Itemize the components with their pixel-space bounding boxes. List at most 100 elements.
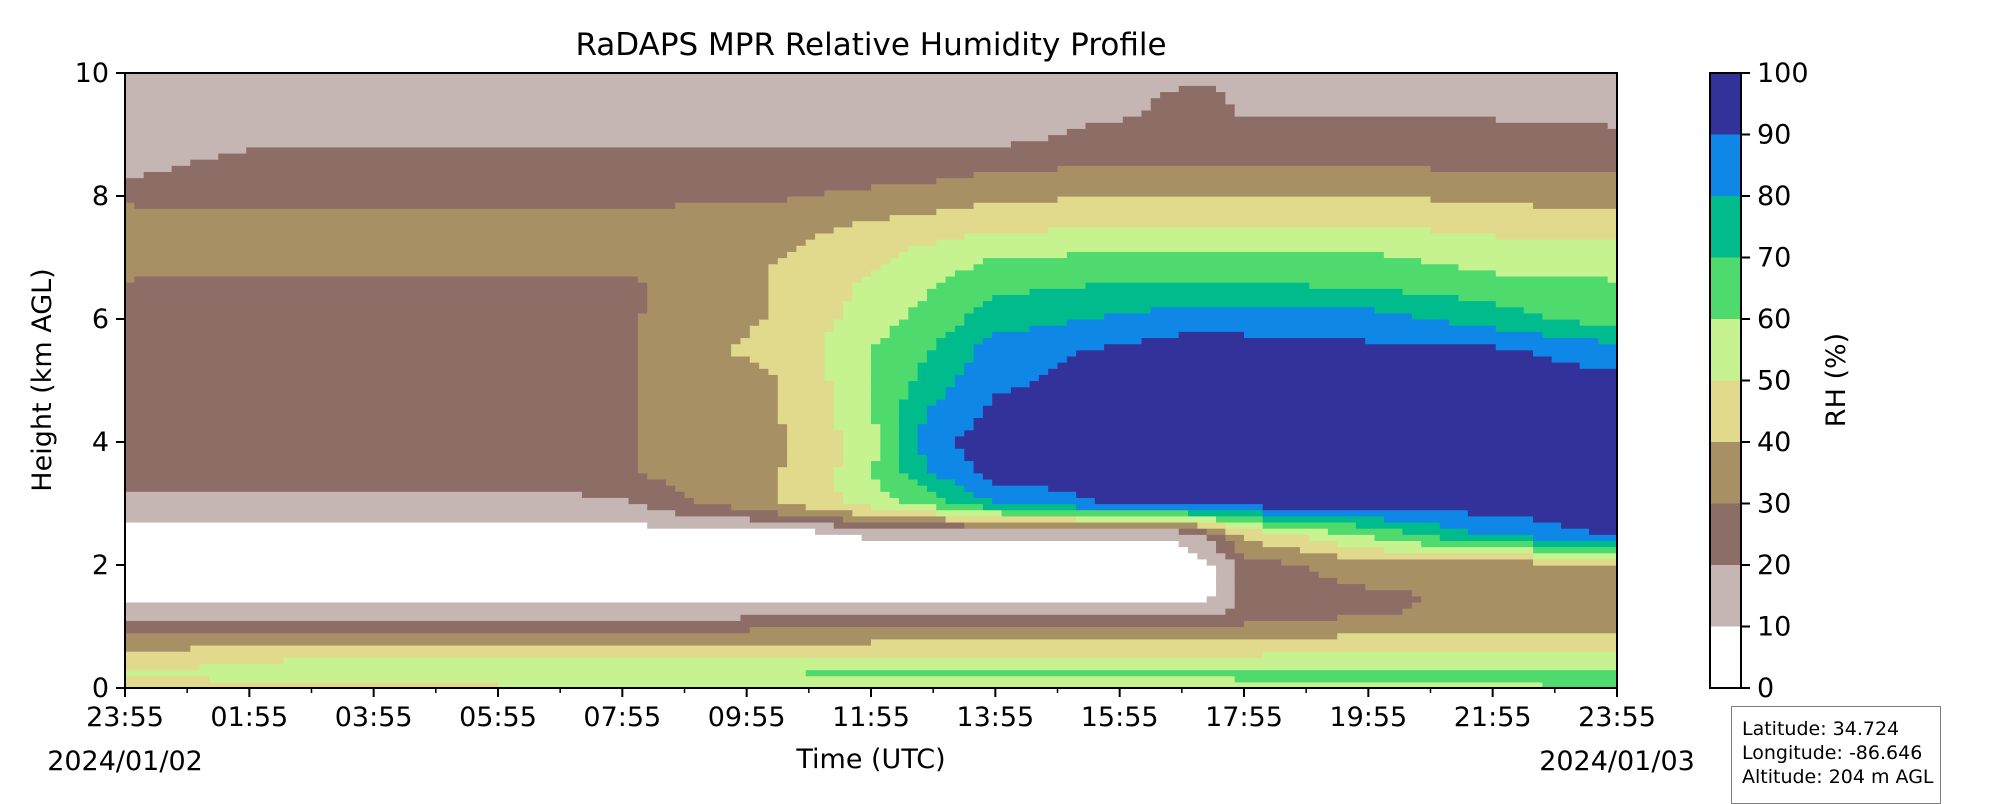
rh-cell — [982, 503, 1077, 511]
rh-cell — [777, 398, 835, 406]
x-tick-label: 09:55 — [708, 702, 786, 733]
rh-cell — [647, 288, 770, 295]
y-axis: 0 2 4 6 8 10 — [75, 58, 125, 704]
rh-cell — [992, 392, 1618, 400]
rh-cell — [125, 534, 863, 541]
rh-cell — [1365, 337, 1599, 345]
rh-cell — [1234, 565, 1310, 572]
rh-cell — [992, 497, 1096, 505]
rh-cell — [125, 362, 639, 369]
rh-cell — [1234, 601, 1413, 609]
rh-cell — [805, 669, 1618, 677]
rh-cell — [125, 275, 135, 283]
rh-cell — [871, 374, 919, 382]
x-tick-label: 23:55 — [86, 702, 164, 733]
rh-cell — [871, 472, 909, 480]
rh-cell — [973, 202, 1534, 209]
rh-cell — [1542, 681, 1618, 689]
rh-cell — [1234, 583, 1366, 591]
rh-cell — [1467, 528, 1590, 535]
rh-cell — [973, 460, 1618, 468]
rh-cell — [898, 423, 919, 431]
rh-cell — [1066, 355, 1553, 363]
rh-cell — [1411, 589, 1618, 597]
rh-cell — [871, 411, 900, 418]
rh-cell — [973, 417, 1618, 425]
rh-cell — [1057, 362, 1581, 369]
rh-cell — [964, 485, 1049, 492]
rh-cell — [871, 392, 909, 400]
rh-cell — [1542, 312, 1618, 320]
rh-cell — [125, 398, 639, 406]
rh-cell — [581, 491, 686, 498]
rh-cell — [199, 663, 1618, 671]
rh-cell — [637, 405, 779, 412]
x-tick-label: 19:55 — [1329, 702, 1407, 733]
colorbar-segment — [1710, 134, 1741, 196]
rh-cell — [637, 362, 760, 369]
rh-cell — [1085, 122, 1609, 129]
rh-cell — [871, 269, 956, 277]
rh-cell — [1048, 368, 1618, 375]
rh-cell — [134, 202, 676, 209]
rh-cell — [954, 435, 1618, 443]
rh-cell — [917, 435, 956, 443]
rh-cell — [125, 202, 135, 209]
start-date-label: 2024/01/02 — [47, 746, 203, 777]
rh-cell — [936, 472, 984, 480]
rh-cell — [1337, 614, 1618, 621]
rh-cell — [125, 355, 639, 363]
rh-cell — [749, 331, 825, 339]
rh-cell — [833, 521, 965, 529]
rh-cell — [1383, 546, 1534, 554]
rh-cell — [936, 398, 993, 406]
rh-cell — [1206, 558, 1236, 566]
rh-cell — [880, 442, 900, 449]
rh-cell — [1402, 528, 1469, 535]
rh-cell — [1122, 116, 1497, 123]
rh-cell — [898, 466, 928, 474]
rh-cell — [777, 466, 835, 474]
rh-cell — [1262, 540, 1338, 548]
rh-cell — [1216, 546, 1236, 554]
rh-cell — [843, 460, 872, 468]
rh-cell — [982, 300, 1497, 308]
rh-cell — [125, 257, 779, 265]
rh-cell — [768, 282, 853, 289]
rh-cell — [125, 294, 648, 302]
rh-cell — [1216, 583, 1236, 591]
rh-cell — [125, 521, 648, 529]
rh-cell — [125, 269, 770, 277]
rh-cell — [908, 380, 956, 388]
rh-cell — [777, 509, 853, 517]
rh-cell — [693, 497, 779, 505]
rh-cell — [787, 460, 844, 468]
rh-cell — [1234, 546, 1301, 554]
rh-cell — [898, 411, 928, 418]
rh-cell — [1365, 583, 1618, 591]
rh-cell — [1244, 620, 1618, 628]
rh-cell — [125, 226, 835, 234]
rh-cell — [824, 374, 872, 382]
rh-cell — [908, 386, 947, 394]
rh-cell — [125, 319, 639, 326]
colorbar-segment — [1710, 380, 1741, 442]
rh-cell — [777, 491, 844, 498]
rh-cell — [1598, 337, 1618, 345]
rh-cell — [1244, 552, 1338, 560]
rh-cell — [637, 380, 779, 388]
rh-cell — [125, 97, 1152, 105]
rh-cell — [833, 405, 872, 412]
rh-cell — [125, 460, 639, 468]
colorbar-tick-label: 10 — [1757, 612, 1791, 643]
rh-cell — [1076, 515, 1217, 523]
rh-cell — [1234, 558, 1282, 566]
rh-cell — [964, 232, 1497, 240]
rh-cell — [1607, 122, 1618, 129]
rh-cell — [740, 337, 825, 345]
x-tick-label: 13:55 — [956, 702, 1034, 733]
rh-cell — [889, 491, 937, 498]
rh-cell — [917, 368, 965, 375]
colorbar-segment — [1710, 565, 1741, 627]
rh-cell — [1495, 325, 1618, 332]
